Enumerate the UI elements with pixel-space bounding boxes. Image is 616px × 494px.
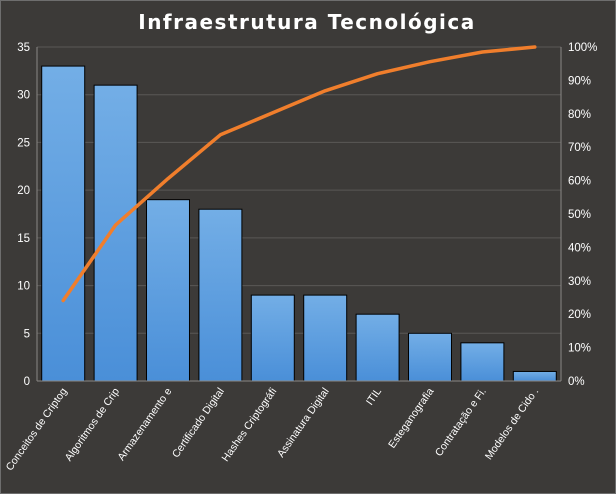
bar xyxy=(303,294,348,382)
category-label: Algoritmos de Crip xyxy=(63,386,122,464)
y-tick-label: 20 xyxy=(17,185,30,197)
y-tick-label: 5 xyxy=(24,328,30,340)
bar xyxy=(146,199,190,382)
y2-tick-label: 0% xyxy=(568,376,585,388)
category-label: ITIL xyxy=(364,386,384,408)
y-axis-tick-labels: 0 5 10 15 20 25 30 35 xyxy=(17,42,30,388)
bar xyxy=(408,332,452,382)
cumulative-line-series xyxy=(61,45,537,303)
y2-tick-label: 90% xyxy=(568,75,591,87)
y2-tick-label: 100% xyxy=(568,42,597,54)
category-label: Modelos de Cido . xyxy=(483,386,541,462)
bar xyxy=(198,208,243,382)
category-label: Armazenamento e xyxy=(115,386,174,463)
y-tick-label: 10 xyxy=(17,281,30,293)
y-tick-label: 15 xyxy=(17,233,30,245)
y2-tick-label: 80% xyxy=(568,109,591,121)
category-label: Certificado Digital xyxy=(170,386,227,460)
cumulative-percentage-line xyxy=(61,45,537,303)
y2-tick-label: 60% xyxy=(568,176,591,188)
y-tick-label: 25 xyxy=(17,137,30,149)
bar-series xyxy=(41,65,557,382)
y2-tick-label: 50% xyxy=(568,209,591,221)
category-label: Assinatura Digital xyxy=(275,386,332,460)
bar xyxy=(250,294,295,382)
bar xyxy=(460,342,505,382)
y2-tick-label: 40% xyxy=(568,242,591,254)
y2-tick-label: 30% xyxy=(568,276,591,288)
bar xyxy=(93,84,138,382)
y2-tick-label: 20% xyxy=(568,309,591,321)
y2-tick-label: 70% xyxy=(568,142,591,154)
category-label: Contratação e Fi. xyxy=(433,386,489,459)
y2-axis-tick-labels: 0% 10% 20% 30% 40% 50% 60% 70% 80% 90% 100% xyxy=(568,42,597,388)
y-tick-label: 30 xyxy=(17,90,30,102)
y2-tick-label: 10% xyxy=(568,343,591,355)
category-label: Esteganografia xyxy=(386,386,436,451)
bar xyxy=(512,370,557,382)
category-label: Conceitos de Criptog xyxy=(4,386,70,473)
y-tick-label: 35 xyxy=(17,42,30,54)
chart-title: Infraestrutura Tecnológica xyxy=(138,10,476,34)
y-tick-label: 0 xyxy=(24,376,30,388)
bar xyxy=(355,313,400,382)
category-label: Hashes Criptográfi xyxy=(220,386,280,464)
axes xyxy=(36,47,562,382)
bar xyxy=(41,65,86,382)
